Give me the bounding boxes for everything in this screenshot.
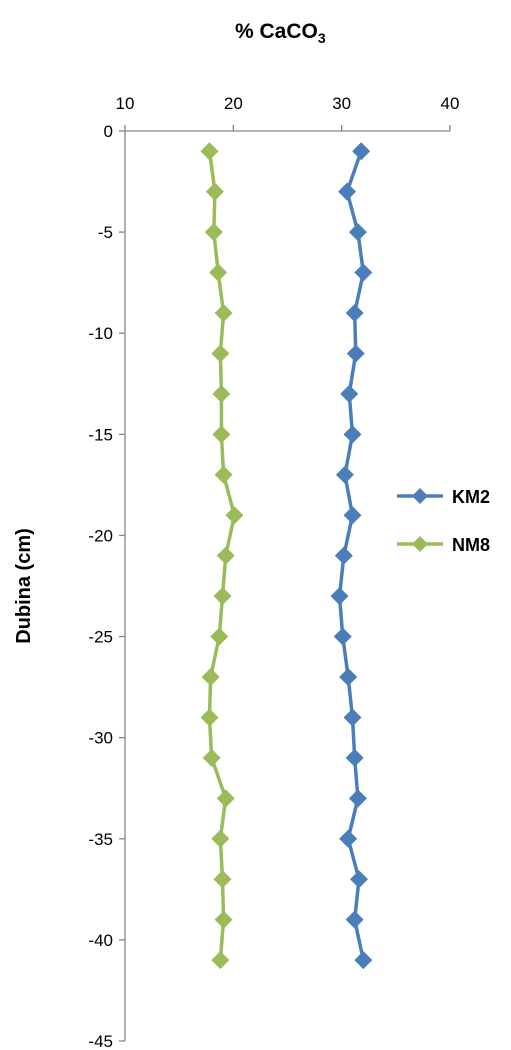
x-tick-label: 30 xyxy=(332,94,351,113)
data-point-nm8 xyxy=(205,182,224,201)
data-point-km2 xyxy=(343,425,362,444)
data-point-nm8 xyxy=(214,465,233,484)
series-km2 xyxy=(330,142,373,970)
data-point-nm8 xyxy=(214,910,233,929)
data-point-nm8 xyxy=(216,546,235,565)
data-point-nm8 xyxy=(213,870,232,889)
data-point-nm8 xyxy=(212,425,231,444)
y-tick-label: -45 xyxy=(88,1032,113,1050)
data-point-nm8 xyxy=(201,668,220,686)
data-point-km2 xyxy=(334,546,353,565)
data-point-nm8 xyxy=(211,344,230,363)
data-point-nm8 xyxy=(200,142,219,161)
data-point-km2 xyxy=(330,587,349,606)
y-tick-label: 0 xyxy=(104,122,113,141)
y-tick-label: -25 xyxy=(88,628,113,647)
legend-label-nm8: NM8 xyxy=(452,535,490,555)
data-point-km2 xyxy=(348,223,367,242)
legend-label-km2: KM2 xyxy=(452,487,490,507)
data-point-km2 xyxy=(343,708,362,727)
x-tick-label: 20 xyxy=(224,94,243,113)
legend-marker-nm8 xyxy=(412,536,428,552)
data-point-nm8 xyxy=(210,627,229,646)
data-point-km2 xyxy=(333,627,352,646)
data-point-km2 xyxy=(339,829,358,848)
y-tick-label: -20 xyxy=(88,526,113,545)
data-point-km2 xyxy=(354,951,373,970)
legend: KM2 NM8 xyxy=(397,487,490,555)
x-tick-label: 40 xyxy=(441,94,460,113)
data-point-km2 xyxy=(343,506,362,525)
data-point-nm8 xyxy=(211,829,230,848)
chart-title: % CaCO3 xyxy=(235,20,326,46)
data-point-nm8 xyxy=(216,789,235,808)
y-tick-label: -15 xyxy=(88,425,113,444)
x-tick-label: 10 xyxy=(116,94,135,113)
data-point-km2 xyxy=(352,142,371,161)
legend-marker-km2 xyxy=(412,488,428,504)
data-point-km2 xyxy=(348,789,367,808)
y-tick-label: -40 xyxy=(88,931,113,950)
data-point-km2 xyxy=(340,384,359,403)
data-point-km2 xyxy=(354,263,373,282)
y-axis-title: Dubina (cm) xyxy=(13,528,35,644)
plot-axes: 10 20 30 40 0 -5 -10 -15 -20 -25 -30 -35 -40 -45 xyxy=(88,94,459,1050)
data-point-km2 xyxy=(338,182,357,201)
data-point-nm8 xyxy=(214,304,233,322)
series-layer xyxy=(200,142,373,970)
series-nm8 xyxy=(200,142,244,970)
data-point-nm8 xyxy=(204,223,223,242)
data-point-nm8 xyxy=(209,263,228,282)
data-point-nm8 xyxy=(211,951,230,970)
y-tick-label: -10 xyxy=(88,324,113,343)
data-point-km2 xyxy=(339,668,358,686)
y-tick-label: -5 xyxy=(98,223,113,242)
data-point-km2 xyxy=(346,344,365,363)
data-point-km2 xyxy=(345,304,364,322)
y-tick-label: -35 xyxy=(88,830,113,849)
y-tick-label: -30 xyxy=(88,729,113,748)
data-point-nm8 xyxy=(202,748,221,767)
data-point-nm8 xyxy=(200,708,219,727)
data-point-km2 xyxy=(345,910,364,929)
data-point-km2 xyxy=(350,870,368,889)
data-point-km2 xyxy=(335,465,354,484)
data-point-nm8 xyxy=(212,384,231,403)
data-point-nm8 xyxy=(213,587,232,606)
data-point-km2 xyxy=(345,748,364,767)
data-point-nm8 xyxy=(225,506,244,525)
